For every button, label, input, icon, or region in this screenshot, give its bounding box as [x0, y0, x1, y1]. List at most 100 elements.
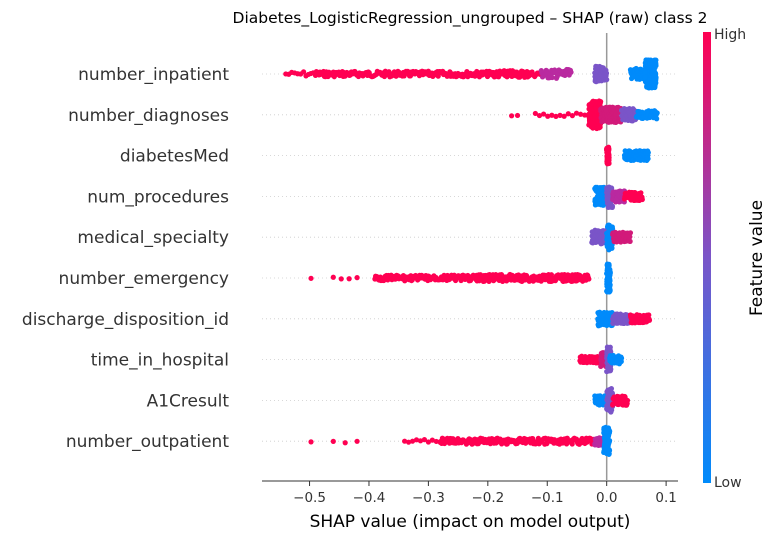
shap-point	[609, 226, 616, 232]
shap-point	[413, 437, 420, 443]
shap-point	[509, 113, 515, 119]
shap-point	[645, 156, 651, 162]
shap-point	[627, 230, 634, 236]
shap-point	[425, 439, 431, 445]
feature-label-diabetesMed: diabetesMed	[120, 147, 229, 167]
colorbar-title: Feature value	[747, 200, 767, 316]
feature-label-medical_specialty: medical_specialty	[77, 228, 229, 248]
shap-point	[627, 238, 633, 244]
shap-point	[429, 437, 435, 443]
x-tick-label: 0.1	[655, 490, 676, 506]
shap-point	[653, 63, 659, 69]
x-tick-label: −0.1	[531, 490, 564, 506]
shap-point	[545, 113, 551, 119]
feature-label-discharge_disposition_id: discharge_disposition_id	[22, 310, 229, 330]
shap-point	[354, 275, 360, 281]
feature-label-number_emergency: number_emergency	[59, 269, 229, 289]
shap-point	[624, 397, 631, 404]
shap-point	[569, 113, 576, 119]
shap-point	[641, 70, 648, 76]
shap-point	[557, 112, 563, 118]
shap-point	[608, 349, 614, 355]
shap-point	[573, 110, 580, 116]
shap-point	[435, 73, 441, 79]
feature-gridlines	[262, 73, 678, 442]
shap-point	[642, 74, 648, 80]
shap-point	[646, 312, 652, 318]
feature-row-number_outpatient	[308, 424, 613, 457]
colorbar-high-label: High	[714, 27, 746, 43]
feature-row-medical_specialty	[589, 222, 634, 253]
shap-points	[283, 57, 660, 457]
colorbar-low-label: Low	[714, 475, 742, 491]
shap-point	[421, 437, 428, 443]
shap-point	[608, 385, 615, 392]
shap-point	[532, 110, 538, 117]
feature-label-number_diagnoses: number_diagnoses	[68, 106, 229, 126]
shap-point	[604, 77, 610, 83]
shap-point	[582, 112, 588, 118]
feature-row-number_inpatient	[283, 57, 659, 91]
shap-point	[409, 438, 416, 444]
shap-point	[603, 70, 610, 76]
shap-point	[627, 234, 633, 240]
shap-point	[639, 196, 645, 203]
shap-point	[553, 113, 559, 119]
feature-row-diabetesMed	[604, 144, 651, 167]
x-tick-label: −0.5	[293, 490, 326, 506]
shap-point	[402, 438, 408, 444]
shap-point	[606, 160, 612, 167]
x-tick-label: −0.3	[412, 490, 445, 506]
shap-point	[606, 447, 613, 454]
shap-point	[338, 276, 344, 282]
shap-point	[578, 111, 584, 117]
shap-point	[308, 275, 314, 281]
x-axis-ticks: −0.5 −0.4 −0.3 −0.2 −0.1 0.0 0.1	[293, 481, 677, 506]
shap-point	[606, 262, 612, 269]
feature-label-number_outpatient: number_outpatient	[66, 432, 230, 452]
shap-point	[606, 154, 612, 161]
shap-point	[607, 277, 613, 283]
shap-point	[607, 344, 613, 350]
colorbar	[703, 32, 711, 483]
shap-point	[586, 276, 592, 282]
chart-title: Diabetes_LogisticRegression_ungrouped – …	[233, 9, 708, 28]
shap-point	[565, 111, 571, 117]
shap-point	[607, 428, 613, 434]
shap-point	[433, 438, 439, 445]
feature-row-A1Cresult	[592, 385, 631, 415]
shap-point	[646, 317, 653, 323]
shap-point	[541, 111, 547, 117]
shap-point	[654, 110, 660, 116]
shap-point	[549, 112, 555, 118]
shap-point	[653, 80, 659, 86]
feature-label-number_inpatient: number_inpatient	[78, 65, 229, 85]
shap-point	[561, 113, 567, 119]
shap-point	[342, 440, 348, 446]
shap-point	[549, 74, 555, 81]
shap-point	[618, 355, 625, 361]
shap-point	[609, 203, 616, 209]
shap-point	[308, 439, 314, 445]
shap-point	[606, 437, 613, 444]
shap-point	[653, 57, 659, 63]
feature-row-num_procedures	[592, 184, 645, 211]
shap-point	[654, 116, 660, 122]
shap-point	[514, 112, 521, 119]
shap-point	[607, 270, 613, 276]
shap-point	[607, 282, 613, 288]
feature-label-A1Cresult: A1Cresult	[147, 391, 230, 411]
x-tick-label: 0.0	[596, 490, 617, 506]
shap-point	[417, 438, 424, 444]
x-axis-title: SHAP value (impact on model output)	[310, 512, 631, 532]
shap-point	[606, 146, 612, 152]
shap-point	[653, 74, 659, 80]
x-tick-label: −0.4	[353, 490, 386, 506]
feature-row-number_diagnoses	[509, 98, 660, 132]
feature-row-time_in_hospital	[577, 344, 625, 375]
feature-label-num_procedures: num_procedures	[87, 187, 229, 207]
shap-point	[330, 438, 336, 444]
shap-point	[405, 439, 412, 445]
shap-point	[354, 438, 360, 444]
